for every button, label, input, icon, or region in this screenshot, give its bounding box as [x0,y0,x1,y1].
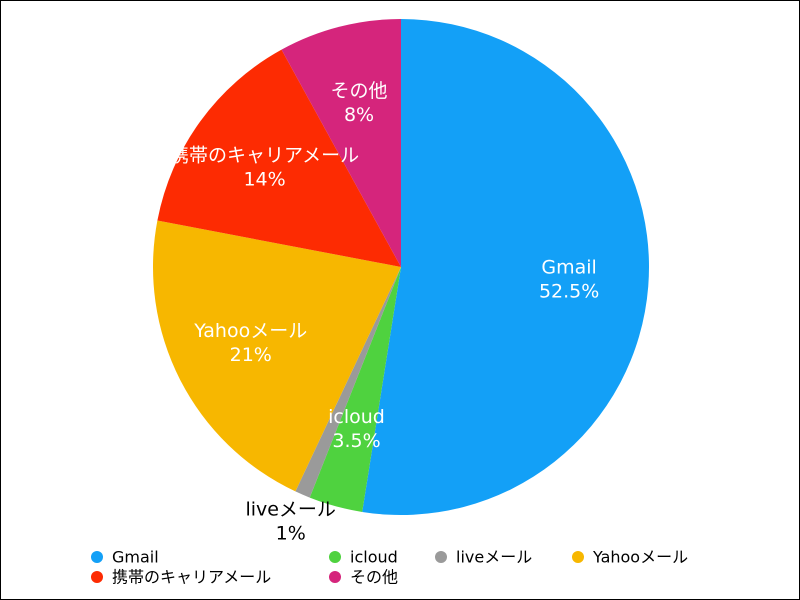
slice-value: 8% [344,104,374,126]
pie-slice [153,220,401,492]
legend-label: liveメール [456,548,532,567]
pie-slice [309,267,401,512]
slice-value: 14% [243,168,285,190]
legend-label: 携帯のキャリアメール [112,568,271,587]
slice-value: 1% [276,522,306,544]
legend-marker [91,571,103,583]
slice-category: Gmail [541,257,596,279]
legend-label: Yahooメール [592,548,688,567]
pie-slice [295,267,401,498]
legend-marker [572,551,584,563]
legend-marker [329,571,341,583]
legend-marker [329,551,341,563]
legend-marker [91,551,103,563]
slice-category: icloud [328,406,385,428]
slice-category: その他 [331,80,388,102]
slice-value: 3.5% [332,430,380,452]
legend-label: icloud [350,548,398,567]
legend-marker [435,551,447,563]
legend-label: Gmail [112,548,159,567]
slice-value: 52.5% [539,281,599,303]
slice-category: 携帯のキャリアメール [170,144,359,166]
pie-slice [157,49,401,268]
slice-category: liveメール [245,498,336,520]
slice-category: Yahooメール [193,320,307,342]
slice-value: 21% [230,344,272,366]
pie-slice [281,19,401,267]
pie-slice [362,19,649,516]
legend-label: その他 [350,568,398,587]
